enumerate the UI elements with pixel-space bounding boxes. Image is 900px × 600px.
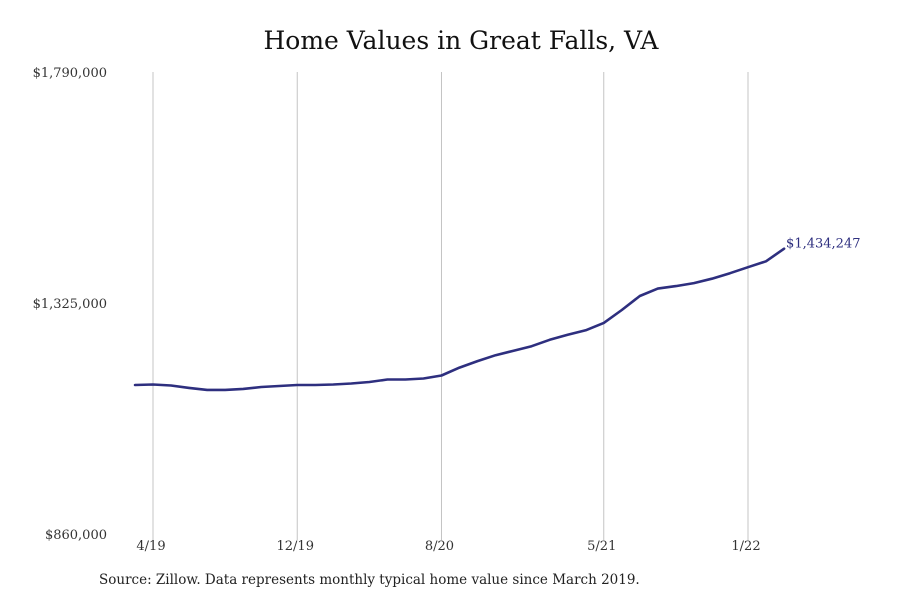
source-note: Source: Zillow. Data represents monthly … bbox=[99, 572, 640, 588]
y-axis-ticks: $1,790,000 $1,325,000 $860,000 bbox=[33, 66, 107, 543]
x-tick-label: 1/22 bbox=[731, 539, 760, 554]
end-value-label: $1,434,247 bbox=[786, 237, 860, 252]
series-layer bbox=[133, 247, 786, 392]
x-tick-label: 12/19 bbox=[277, 539, 314, 554]
x-tick-label: 5/21 bbox=[587, 539, 616, 554]
x-tick-label: 4/19 bbox=[136, 539, 165, 554]
series-line bbox=[133, 247, 786, 392]
x-axis-ticks: 4/19 12/19 8/20 5/21 1/22 bbox=[136, 539, 760, 554]
chart-title: Home Values in Great Falls, VA bbox=[263, 26, 659, 55]
x-tick-label: 8/20 bbox=[425, 539, 454, 554]
gridlines bbox=[152, 72, 749, 540]
y-tick-label: $1,325,000 bbox=[33, 297, 107, 312]
y-tick-label: $860,000 bbox=[45, 528, 107, 543]
y-tick-label: $1,790,000 bbox=[33, 66, 107, 81]
